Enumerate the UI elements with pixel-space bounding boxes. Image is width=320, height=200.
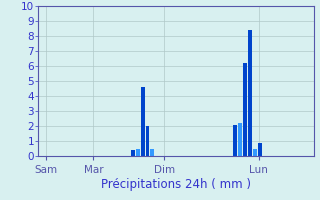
Bar	[140, 87, 145, 156]
Bar	[136, 148, 140, 156]
Bar	[150, 148, 154, 156]
Bar	[238, 123, 242, 156]
Bar	[243, 63, 247, 156]
Bar	[253, 148, 257, 156]
Bar	[146, 126, 149, 156]
Bar	[131, 150, 135, 156]
Bar	[248, 30, 252, 156]
Bar	[233, 124, 237, 156]
Bar	[258, 142, 261, 156]
X-axis label: Précipitations 24h ( mm ): Précipitations 24h ( mm )	[101, 178, 251, 191]
